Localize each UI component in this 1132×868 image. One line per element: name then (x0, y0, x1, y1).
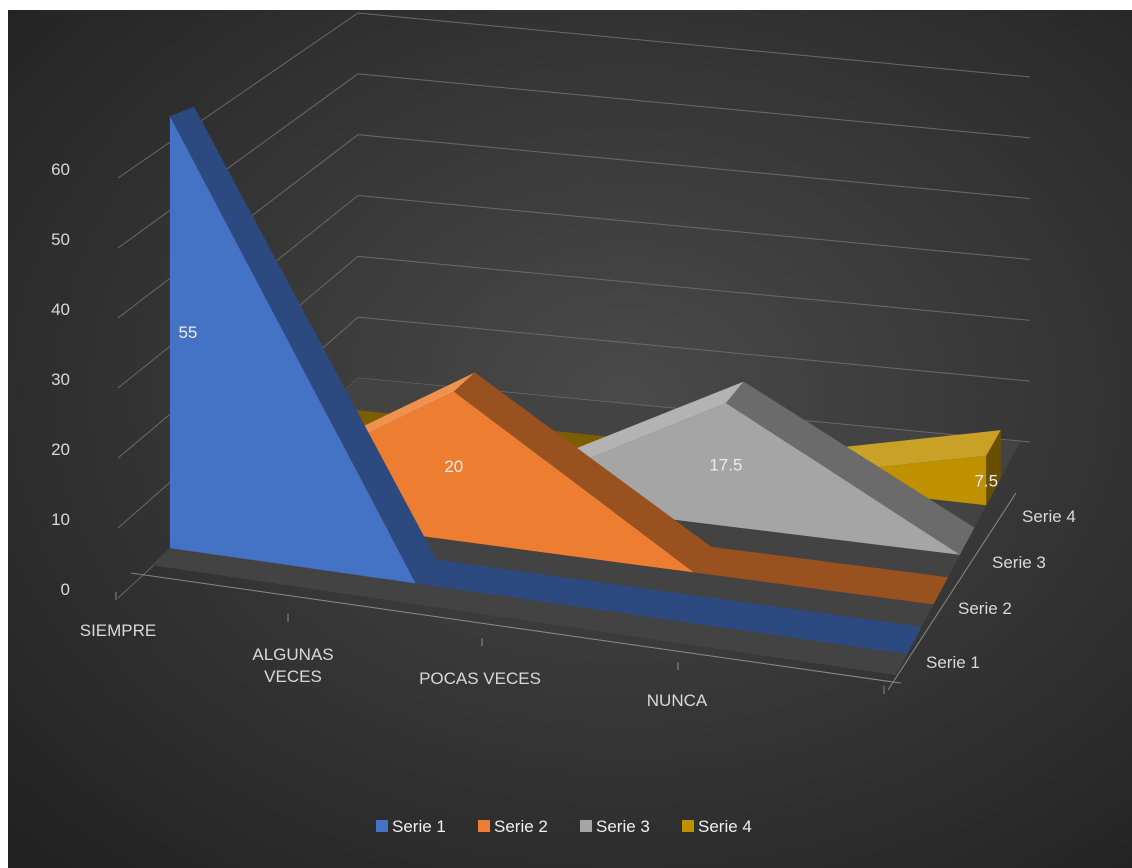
back-gridline (357, 73, 1031, 139)
chart-svg: 0 10 20 30 40 50 60 SIEMPRE ALGUNAS VECES POCAS VE… (8, 10, 1132, 868)
y-tick-label: 40 (51, 300, 70, 319)
y-tick-label: 30 (51, 370, 70, 389)
series-serie-1 (169, 106, 922, 654)
series-top-face (693, 546, 949, 605)
y-tick-label: 50 (51, 230, 70, 249)
depth-label-serie-4: Serie 4 (1022, 507, 1076, 526)
category-label-algunas-veces: ALGUNAS VECES (252, 645, 333, 686)
y-tick-label: 0 (61, 580, 70, 599)
depth-label-serie-1: Serie 1 (926, 653, 980, 672)
back-gridline (357, 316, 1031, 382)
series-top-face (661, 593, 922, 654)
legend-item-serie-4: Serie 4 (682, 817, 752, 836)
series-front-face (213, 391, 934, 605)
legend-label: Serie 4 (698, 817, 752, 836)
series-end-cap (986, 430, 1001, 506)
back-gridline (357, 12, 1031, 78)
series-top-face (453, 372, 712, 573)
legend: Serie 1 Serie 2 Serie 3 Serie 4 (376, 817, 752, 836)
category-label-pocas-veces: POCAS VECES (419, 669, 541, 688)
back-gridline (357, 195, 1031, 260)
side-gridline (117, 73, 359, 249)
depth-axis-line (887, 492, 1017, 691)
series-top-face (415, 559, 680, 619)
legend-swatch (580, 820, 592, 832)
axis-layer: 0 10 20 30 40 50 60 SIEMPRE ALGUNAS VECES POCAS VE… (51, 160, 1076, 710)
series-front-face (169, 116, 908, 654)
data-label-serie-1: 55 (178, 323, 197, 342)
legend-label: Serie 2 (494, 817, 548, 836)
legend-swatch (376, 820, 388, 832)
depth-label-serie-3: Serie 3 (992, 553, 1046, 572)
legend-label: Serie 3 (596, 817, 650, 836)
legend-item-serie-1: Serie 1 (376, 817, 446, 836)
legend-item-serie-2: Serie 2 (478, 817, 548, 836)
y-tick-label: 20 (51, 440, 70, 459)
back-gridline (357, 255, 1031, 321)
series-top-face (169, 106, 437, 584)
series-top-face (725, 381, 975, 555)
y-tick-label: 10 (51, 510, 70, 529)
data-label-serie-4: 7.5 (974, 471, 998, 490)
category-label-siempre: SIEMPRE (80, 621, 157, 640)
y-tick-label: 60 (51, 160, 70, 179)
legend-swatch (682, 820, 694, 832)
legend-label: Serie 1 (392, 817, 446, 836)
legend-item-serie-3: Serie 3 (580, 817, 650, 836)
data-label-serie-3: 17.5 (709, 456, 742, 475)
chart-area: 0 10 20 30 40 50 60 SIEMPRE ALGUNAS VECES POCAS VE… (8, 10, 1132, 868)
data-label-layer: 55 20 17.5 7.5 (178, 323, 998, 490)
category-axis-line (131, 572, 901, 684)
back-gridline (357, 134, 1031, 200)
side-gridline (117, 12, 359, 179)
legend-swatch (478, 820, 490, 832)
series-layer (169, 106, 1001, 654)
depth-label-serie-2: Serie 2 (958, 599, 1012, 618)
category-label-nunca: NUNCA (647, 691, 708, 710)
data-label-serie-2: 20 (444, 457, 463, 476)
